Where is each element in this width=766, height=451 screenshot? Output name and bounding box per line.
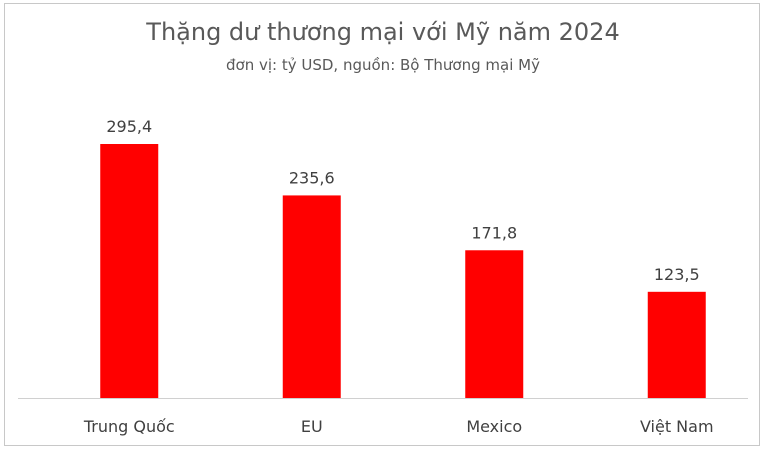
category-label-1: EU xyxy=(301,417,323,436)
value-label-3: 123,5 xyxy=(654,265,700,284)
chart-title: Thặng dư thương mại với Mỹ năm 2024 xyxy=(146,18,620,46)
bar-3 xyxy=(647,291,706,398)
bar-2 xyxy=(465,250,524,398)
value-label-1: 235,6 xyxy=(289,168,335,187)
value-label-0: 295,4 xyxy=(106,117,152,136)
bars-group xyxy=(100,144,706,398)
chart-subtitle: đơn vị: tỷ USD, nguồn: Bộ Thương mại Mỹ xyxy=(226,56,540,74)
category-label-2: Mexico xyxy=(466,417,522,436)
labels-group: 295,4 Trung Quốc 235,6 EU 171,8 Mexico 123,5 Vi… xyxy=(83,117,714,436)
bar-1 xyxy=(282,195,341,398)
category-label-3: Việt Nam xyxy=(640,417,714,436)
category-label-0: Trung Quốc xyxy=(83,417,175,436)
value-label-2: 171,8 xyxy=(471,223,517,242)
bar-0 xyxy=(100,144,159,398)
